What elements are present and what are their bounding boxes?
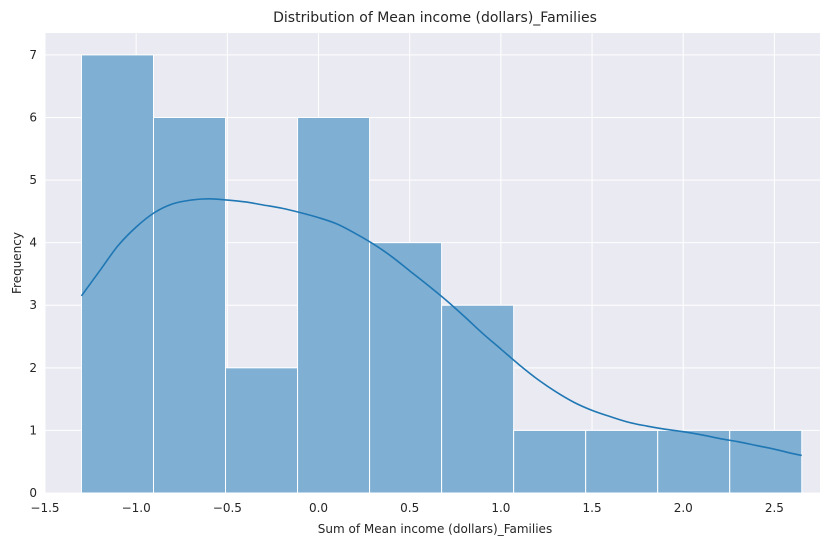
histogram-bar: [441, 304, 515, 494]
histogram-bar: [297, 116, 371, 494]
x-tick-label: 1.0: [491, 501, 510, 515]
y-tick-label: 5: [29, 173, 37, 187]
x-tick-label: −1.5: [30, 501, 59, 515]
histogram-bar: [585, 429, 659, 494]
y-tick-label: 2: [29, 361, 37, 375]
y-tick-label: 1: [29, 423, 37, 437]
x-tick-label: −0.5: [213, 501, 242, 515]
x-tick-label: −1.0: [122, 501, 151, 515]
chart-title: Distribution of Mean income (dollars)_Fa…: [273, 10, 597, 26]
x-tick-label: 0.0: [309, 501, 328, 515]
histogram-bar: [657, 429, 731, 494]
histogram-bars: [80, 54, 803, 494]
histogram-bar: [153, 116, 227, 494]
y-tick-label: 7: [29, 48, 37, 62]
kde-curve-group: [80, 198, 802, 457]
histogram-bar: [80, 54, 154, 494]
histogram-bar: [225, 367, 299, 494]
histogram-bar: [729, 429, 803, 494]
x-tick-label: 0.5: [400, 501, 419, 515]
y-tick-label: 3: [29, 298, 37, 312]
x-axis-label: Sum of Mean income (dollars)_Families: [318, 522, 552, 536]
y-tick-label: 4: [29, 236, 37, 250]
histogram-bar: [513, 429, 587, 494]
y-tick-label: 6: [29, 110, 37, 124]
axis-ticks: −1.5 −1.0 −0.5 0.0 0.5 1.0 1.5 2.0 2.5 0 1 2 3 4 5 6 7: [29, 48, 784, 515]
histogram-bar: [369, 242, 443, 494]
x-tick-label: 2.0: [674, 501, 693, 515]
y-tick-label: 0: [29, 486, 37, 500]
y-axis-label: Frequency: [10, 232, 24, 294]
x-tick-label: 2.5: [765, 501, 784, 515]
kde-curve: [80, 198, 802, 457]
x-tick-label: 1.5: [583, 501, 602, 515]
